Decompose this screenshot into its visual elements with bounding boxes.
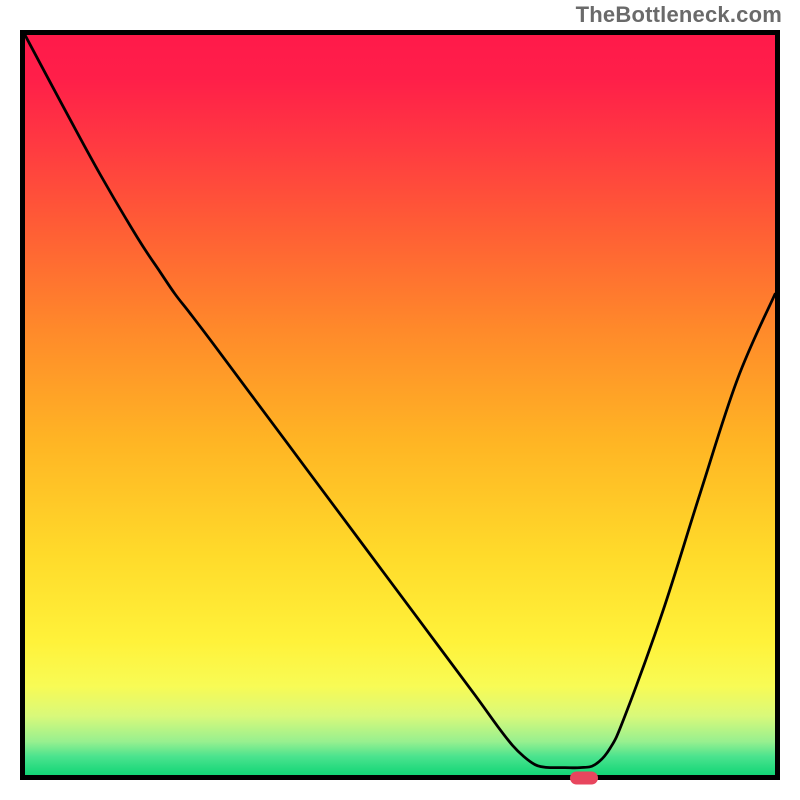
chart-frame: TheBottleneck.com [0, 0, 800, 800]
optimal-marker [570, 771, 598, 784]
curve-path [25, 35, 775, 768]
bottleneck-curve [25, 35, 775, 775]
watermark-text: TheBottleneck.com [576, 2, 782, 28]
plot-area [20, 30, 780, 780]
